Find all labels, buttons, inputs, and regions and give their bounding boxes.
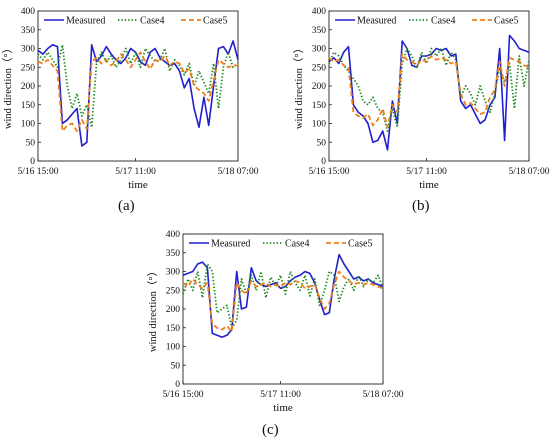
x-tick-label: 5/17 11:00 [260,390,301,400]
x-tick-label: 5/16 15:00 [163,390,204,400]
chart-panel-b: 0 50 100 150 200 250 300 350 400 5/16 15:00 5/17 1… [293,7,550,191]
series-line-case5 [328,53,530,129]
panel-label-c: (c) [262,422,279,438]
y-tick-label: 300 [312,45,327,55]
y-tick-label: 400 [166,230,181,240]
panel-label-a: (a) [118,198,135,214]
y-tick-label: 200 [21,82,36,92]
series-line-case5 [182,270,384,333]
y-tick-label: 200 [312,82,327,92]
series-line-case5 [37,51,238,132]
legend-label-measured: Measured [211,239,250,250]
chart-panel-c: 0 50 100 150 200 250 300 350 400 5/16 15:00 5/17 1… [147,230,404,414]
series-line-case4 [37,43,239,129]
x-axis-label: time [419,179,439,191]
series-line-measured [182,253,384,338]
y-tick-label: 400 [312,7,327,17]
y-tick-label: 0 [321,157,326,167]
x-tick-label: 5/16 15:00 [18,167,59,177]
series-line-case4 [328,47,530,132]
panel-label-b: (b) [412,198,430,214]
y-tick-label: 150 [312,101,327,111]
plot-frame [182,233,384,385]
x-tick-label: 5/17 11:00 [406,167,447,177]
y-tick-label: 150 [166,324,181,334]
y-tick-label: 100 [166,343,181,353]
y-tick-label: 350 [166,249,181,259]
y-tick-label: 400 [21,7,36,17]
y-axis-label: wind direction（°） [293,43,305,129]
y-tick-label: 350 [21,26,36,36]
x-tick-label: 5/18 07:00 [509,167,550,177]
legend: Measured Case4 Case5 [335,16,518,27]
legend-label-case4: Case4 [285,239,309,250]
legend: Measured Case4 Case5 [44,16,227,27]
legend-label-case4: Case4 [140,16,164,27]
y-axis-label: wind direction（°） [147,266,159,352]
y-tick-label: 100 [312,120,327,130]
series-line-measured [328,34,530,151]
series-line-measured [37,40,239,147]
legend-label-measured: Measured [66,16,105,27]
y-tick-label: 250 [166,286,181,296]
y-tick-label: 100 [21,120,36,130]
legend-label-case5: Case5 [348,239,372,250]
series-line-case4 [182,263,384,329]
y-tick-label: 300 [21,45,36,55]
y-tick-label: 50 [171,361,181,371]
y-tick-label: 0 [175,380,180,390]
legend-label-case5: Case5 [494,16,518,27]
x-tick-label: 5/18 07:00 [218,167,259,177]
chart-panel-a: 0 50 100 150 200 250 300 350 400 5/16 15:00 5/17 1… [2,7,259,191]
y-tick-label: 50 [26,138,36,148]
x-axis-label: time [273,402,293,414]
legend: Measured Case4 Case5 [189,239,372,250]
legend-label-case4: Case4 [431,16,455,27]
y-tick-label: 350 [312,26,327,36]
y-tick-label: 300 [166,268,181,278]
legend-label-case5: Case5 [203,16,227,27]
x-tick-label: 5/18 07:00 [363,390,404,400]
x-axis-label: time [128,179,148,191]
y-tick-label: 150 [21,101,36,111]
y-axis-label: wind direction（°） [2,43,14,129]
x-tick-label: 5/17 11:00 [115,167,156,177]
legend-label-measured: Measured [357,16,396,27]
x-tick-label: 5/16 15:00 [309,167,350,177]
y-tick-label: 50 [317,138,327,148]
y-tick-label: 250 [21,63,36,73]
y-tick-label: 200 [166,305,181,315]
y-tick-label: 250 [312,63,327,73]
y-tick-label: 0 [30,157,35,167]
